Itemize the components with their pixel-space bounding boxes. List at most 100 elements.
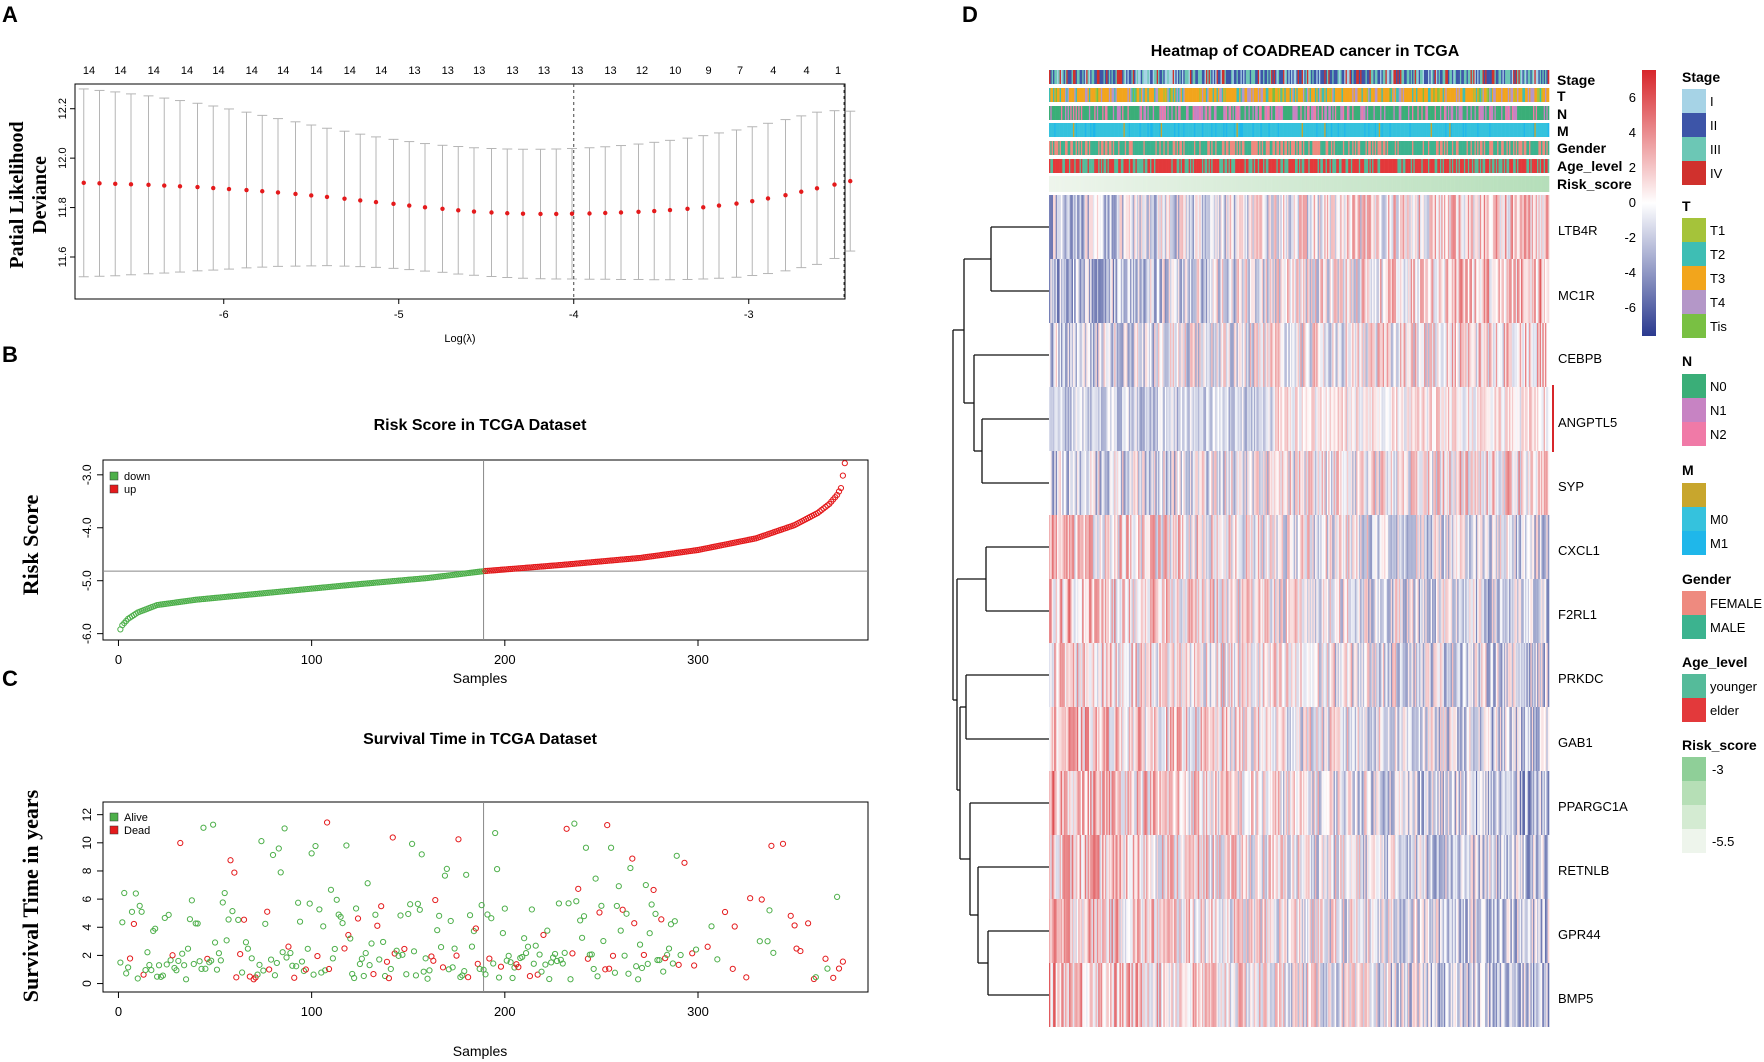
annotation-cell: [1079, 141, 1082, 155]
annotation-cell: [1080, 70, 1083, 84]
risk-score-cell: [1199, 176, 1201, 192]
survival-point: [360, 972, 367, 980]
annotation-cell: [1191, 159, 1193, 173]
heatmap-cell: [1279, 323, 1281, 387]
annotation-cell: [1084, 159, 1087, 173]
risk-score-cell: [1225, 176, 1228, 192]
annotation-cell: [1243, 106, 1245, 120]
annotation-cell: [1275, 106, 1277, 120]
annotation-cell: [1338, 70, 1341, 84]
annotation-cell: [1418, 106, 1421, 120]
heatmap-cell: [1138, 195, 1140, 259]
annotation-cell: [1451, 159, 1454, 173]
annotation-cell: [1362, 141, 1365, 155]
risk-score-cell: [1291, 176, 1293, 192]
annotation-cell: [1146, 159, 1148, 173]
annotation-cell: [1541, 106, 1543, 120]
heatmap-cell: [1259, 195, 1261, 259]
annotation-cell: [1187, 123, 1189, 137]
annotation-cell: [1454, 106, 1457, 120]
heatmap-cell: [1485, 323, 1487, 387]
heatmap-cell: [1128, 195, 1131, 259]
annotation-cell: [1191, 106, 1193, 120]
annotation-cell: [1354, 106, 1357, 120]
heatmap-cell: [1364, 323, 1366, 387]
annotation-cell: [1259, 106, 1261, 120]
annotation-cell: [1207, 123, 1209, 137]
heatmap-cell: [1056, 387, 1059, 451]
annotation-cell: [1240, 159, 1243, 173]
heatmap-cell: [1404, 195, 1406, 259]
heatmap-cell: [1251, 323, 1253, 387]
annotation-cell: [1283, 88, 1285, 102]
risk-score-cell: [1049, 176, 1051, 192]
risk-point: [538, 563, 545, 570]
annotation-cell: [1471, 123, 1474, 137]
heatmap-cell: [1090, 259, 1092, 323]
annotation-cell: [1193, 106, 1196, 120]
annotation-cell: [1108, 106, 1111, 120]
heatmap-cell: [1049, 259, 1051, 323]
survival-point: [177, 839, 184, 847]
heatmap-cell: [1196, 259, 1199, 323]
risk-score-cell: [1376, 176, 1378, 192]
annotation-cell: [1465, 123, 1467, 137]
risk-score-cell: [1543, 176, 1546, 192]
heatmap-cell: [1534, 259, 1537, 323]
heatmap-cell: [1514, 323, 1517, 387]
survival-point: [123, 970, 130, 977]
annotation-cell: [1526, 141, 1529, 155]
heatmap-cell: [1123, 387, 1126, 451]
annotation-cell: [1184, 88, 1187, 102]
heatmap-cell: [1275, 323, 1277, 387]
annotation-cell: [1392, 106, 1394, 120]
annotation-cell: [1179, 106, 1181, 120]
survival-point: [152, 925, 159, 932]
heatmap-cell: [1390, 323, 1393, 387]
risk-point: [557, 561, 564, 569]
heatmap-cell: [1325, 259, 1328, 323]
annotation-cell: [1482, 88, 1485, 102]
heatmap-cell: [1076, 259, 1079, 323]
risk-score-cell: [1130, 176, 1132, 192]
lasso-top-count: 13: [408, 65, 420, 77]
lasso-mean-point: [750, 198, 755, 204]
annotation-cell: [1216, 106, 1219, 120]
survival-point: [295, 899, 302, 906]
annotation-cell: [1389, 141, 1392, 155]
annotation-cell: [1106, 159, 1108, 173]
heatmap-cell: [1422, 195, 1425, 259]
heatmap-cell: [1273, 323, 1276, 387]
annotation-cell: [1096, 123, 1099, 137]
annotation-cell: [1507, 106, 1510, 120]
annotation-cell: [1100, 159, 1103, 173]
annotation-cell: [1128, 88, 1131, 102]
heatmap-cell: [1388, 259, 1390, 323]
annotation-cell: [1096, 141, 1099, 155]
heatmap-cell: [1326, 259, 1329, 323]
annotation-cell: [1199, 70, 1201, 84]
annotation-cell: [1120, 159, 1123, 173]
heatmap-cell: [1368, 259, 1370, 323]
annotation-cell: [1293, 106, 1296, 120]
annotation-cell: [1519, 141, 1522, 155]
risk-score-cell: [1260, 176, 1263, 192]
annotation-cell: [1276, 141, 1279, 155]
survival-point: [542, 961, 549, 968]
annotation-cell: [1380, 159, 1382, 173]
risk-score-cell: [1318, 176, 1321, 192]
annotation-cell: [1477, 106, 1479, 120]
annotation-cell: [1295, 123, 1297, 137]
annotation-cell: [1147, 88, 1150, 102]
risk-score-cell: [1332, 176, 1334, 192]
annotation-cell: [1385, 141, 1388, 155]
heatmap-cell: [1505, 323, 1507, 387]
annotation-cell: [1455, 70, 1458, 84]
risk-score-cell: [1191, 176, 1193, 192]
survival-point: [561, 949, 568, 957]
heatmap-cell: [1159, 195, 1162, 259]
heatmap-cell: [1429, 195, 1431, 259]
annotation-cell: [1386, 123, 1389, 137]
annotation-cell: [1118, 159, 1120, 173]
annotation-cell: [1438, 106, 1441, 120]
